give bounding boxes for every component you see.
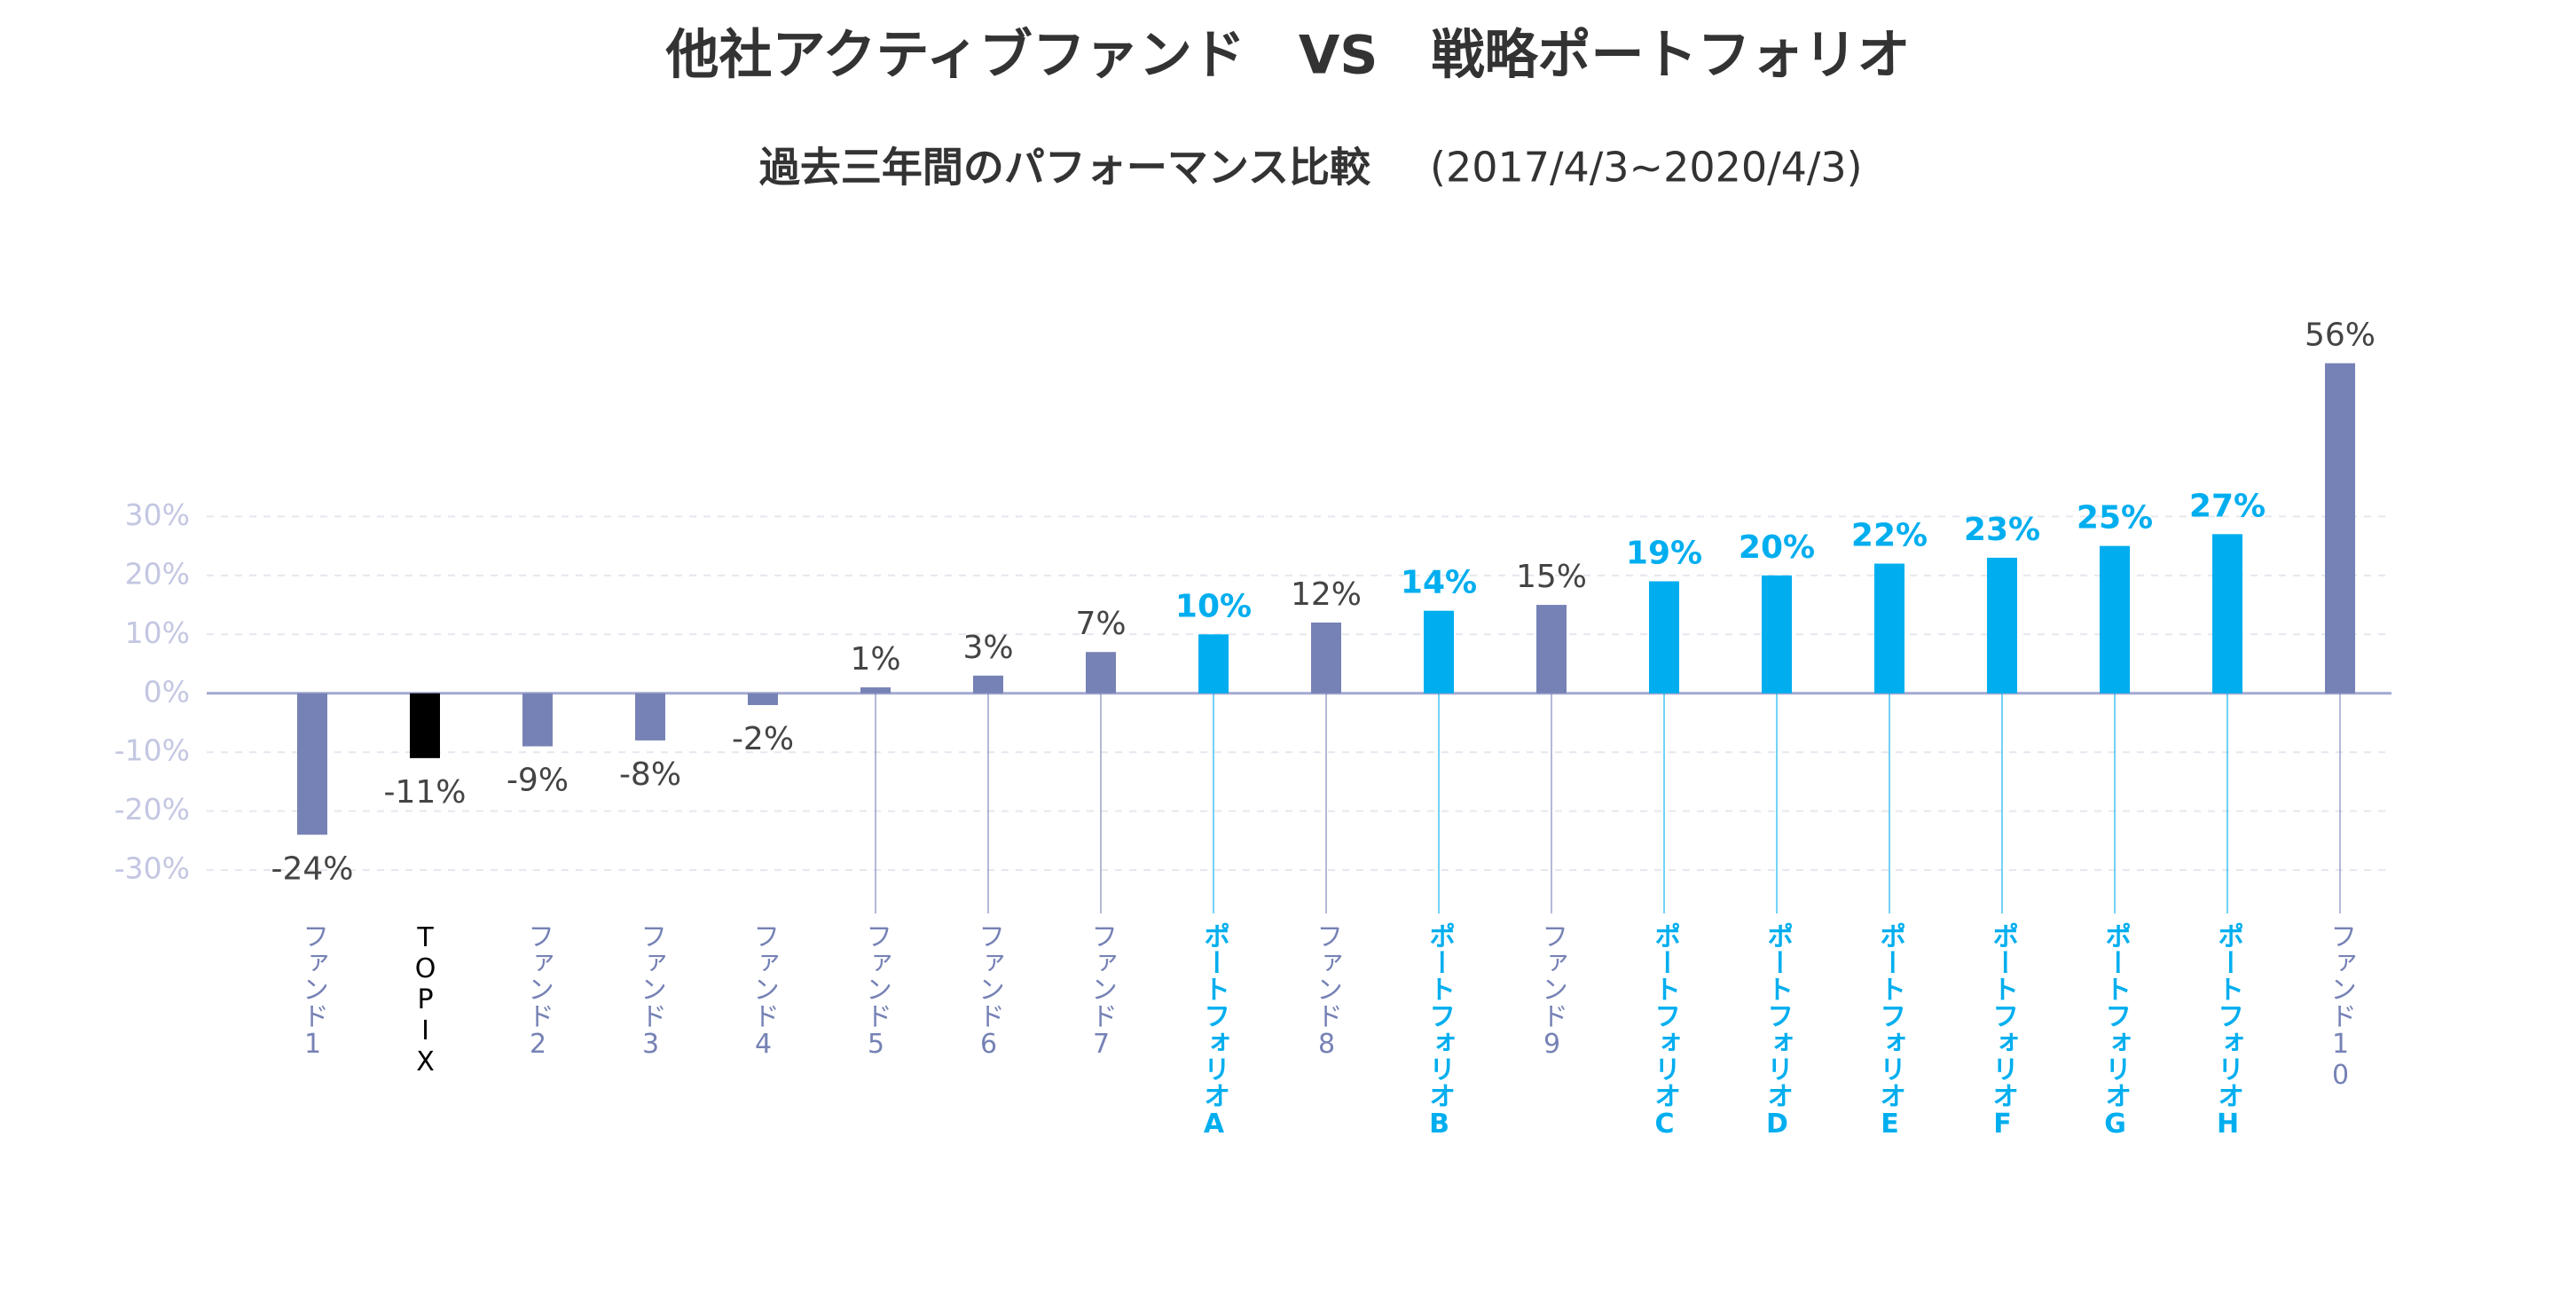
x-tick-label: ファンド3 [635,922,666,1060]
value-label: -24% [271,850,353,887]
bar [748,693,778,706]
bar [1424,610,1454,694]
x-tick-label: ポートフォリオB [1424,922,1455,1140]
x-tick-label: ポートフォリオF [1987,922,2018,1140]
value-label: -8% [619,756,681,793]
value-label: 1% [850,641,900,678]
x-tick-label: ファンド5 [860,922,891,1060]
value-label: 23% [1964,512,2040,548]
bar [1987,557,2017,694]
bar [410,693,440,758]
bar [1874,563,1905,694]
bar [1762,575,1792,694]
y-tick-label: 20% [125,556,190,591]
value-label: 15% [1516,559,1587,595]
value-label: 12% [1291,576,1362,613]
x-tick-label: TOPIX [410,922,441,1078]
value-label: 22% [1851,518,1928,554]
bar [522,693,553,747]
value-label: 25% [2077,500,2153,537]
x-tick-label: ファンド10 [2325,922,2356,1091]
x-tick-label: ポートフォリオH [2212,922,2243,1140]
chart-title: 他社アクティブファンド VS 戦略ポートフォリオ [664,25,1910,87]
value-label: 3% [962,630,1013,666]
bar [635,693,665,741]
bar [973,675,1003,694]
x-tick-label: ファンド4 [748,922,779,1060]
value-label: -9% [507,763,569,799]
value-label: 20% [1739,529,1815,566]
x-tick-label: ポートフォリオC [1649,922,1680,1140]
value-label: -2% [732,721,794,757]
bar [297,693,327,835]
value-label: 14% [1401,565,1477,601]
bar [1536,605,1567,694]
bar [2212,534,2242,694]
y-tick-label: -20% [114,792,190,827]
value-label: 10% [1175,588,1252,624]
bar [1198,634,1229,694]
x-tick-label: ファンド7 [1086,922,1117,1060]
value-label: -11% [383,774,466,811]
chart-subtitle: 過去三年間のパフォーマンス比較 [759,144,1371,192]
value-label: 56% [2305,317,2376,354]
x-tick-label: ポートフォリオG [2100,922,2131,1140]
bar [1086,652,1116,694]
value-label: 19% [1626,535,1702,571]
bar [860,687,891,694]
x-tick-label: ポートフォリオA [1198,922,1229,1140]
y-tick-label: 10% [125,615,190,650]
x-tick-label: ファンド1 [297,922,328,1060]
y-tick-label: -30% [114,851,190,886]
x-tick-label: ファンド8 [1311,922,1342,1060]
x-tick-label: ファンド6 [973,922,1004,1060]
y-tick-label: 0% [144,674,190,709]
x-tick-label: ポートフォリオD [1762,922,1793,1140]
bar [2325,363,2355,694]
y-tick-label: -10% [114,733,190,768]
x-tick-label: ポートフォリオE [1874,922,1905,1140]
chart-period: (2017/4/3~2020/4/3) [1430,144,1863,192]
value-label: 7% [1075,606,1126,642]
value-label: 27% [2189,488,2266,524]
x-tick-label: ファンド9 [1536,922,1567,1060]
x-tick-label: ファンド2 [522,922,554,1060]
bar [1649,581,1679,694]
bar [1311,623,1341,694]
y-tick-label: 30% [125,498,190,532]
bar [2100,545,2130,694]
